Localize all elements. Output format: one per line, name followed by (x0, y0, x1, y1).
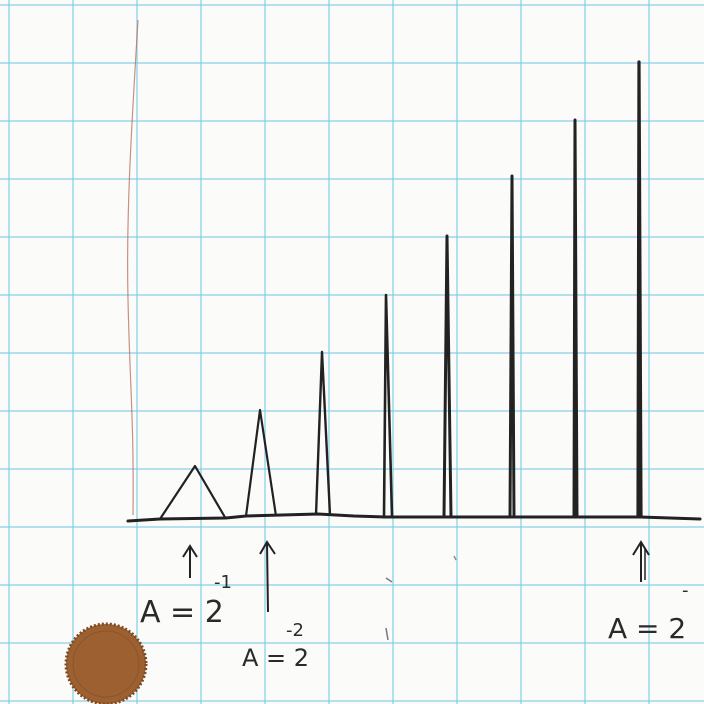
label-3-exponent: - (682, 580, 689, 601)
label-1-exponent: -1 (214, 572, 232, 593)
label-2-base: A = 2 (242, 644, 309, 672)
label-area-2-pow-minus-1: A = 2 -1 (140, 572, 232, 630)
penny-coin (64, 622, 148, 704)
arrow-2 (259, 540, 276, 613)
triangular-pulse-7 (572, 118, 579, 518)
triangular-pulse-8 (636, 60, 643, 518)
stray-mark (385, 577, 393, 583)
arrow-1 (182, 544, 198, 578)
label-area-2-pow-minus-2: A = 2 -2 (242, 620, 309, 672)
baseline-axis (126, 512, 702, 523)
pulse-train (159, 60, 643, 520)
triangular-pulse-6 (508, 174, 516, 518)
label-2-exponent: -2 (286, 620, 304, 641)
triangular-pulse-4 (382, 293, 394, 517)
triangular-pulse-2 (244, 408, 278, 517)
triangular-pulse-1 (159, 464, 227, 520)
margin-line (127, 19, 139, 516)
label-area-2-pow-minus-n: A = 2 - (608, 580, 689, 645)
triangular-pulse-3 (314, 350, 332, 516)
triangular-pulse-5 (442, 234, 453, 518)
stray-mark (453, 555, 457, 561)
label-3-base: A = 2 (608, 612, 686, 645)
label-1-base: A = 2 (140, 595, 224, 630)
arrow-3 (632, 540, 650, 582)
stray-mark (385, 627, 389, 641)
